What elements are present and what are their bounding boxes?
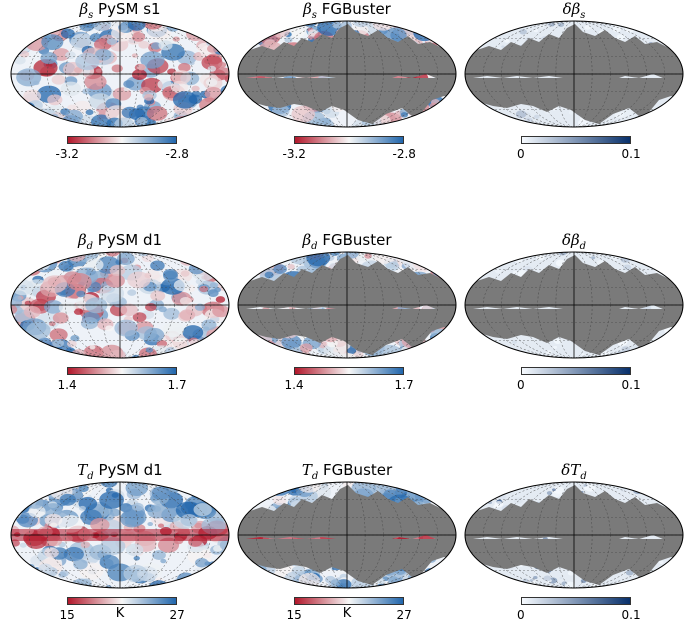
colorbar-min-label: 1.4 [284,378,304,392]
title-text: PySM d1 [93,461,163,479]
colorbar-max-label: 1.7 [394,378,414,392]
mollweide-map [237,251,457,359]
panel-title: Td PySM d1 [9,461,231,486]
title-symbol: β [79,0,89,18]
map-panel: βs PySM s1 -3.2 -2.8 [9,0,231,170]
colorbar-min-label: -3.2 [55,147,79,161]
title-subscript: s [311,10,317,21]
panel-title: δTd [463,461,685,486]
delta-symbol: δ [562,0,572,18]
title-symbol: β [77,231,87,249]
title-subscript: d [87,471,94,482]
title-subscript: s [88,10,94,21]
mollweide-map [10,481,230,589]
colorbar [294,597,404,605]
colorbar-min-label: 1.4 [57,378,77,392]
title-text: FGBuster [318,461,393,479]
title-text: FGBuster [317,231,392,249]
colorbar [294,136,404,144]
title-subscript: d [86,241,94,252]
colorbar [294,367,404,375]
colorbar-max-label: -2.8 [392,147,416,161]
colorbar [521,367,631,375]
map-panel: δβs 0 0.1 [463,0,685,170]
colorbar [521,136,631,144]
mollweide-map [10,20,230,128]
colorbar-max-label: 0.1 [621,608,641,622]
colorbar-min-label: 0 [517,608,525,622]
colorbar [67,597,177,605]
title-subscript: d [580,471,587,482]
panel-title: δβs [463,0,685,25]
colorbar-min-label: 0 [517,147,525,161]
map-panel: βd PySM d1 1.4 1.7 [9,231,231,401]
delta-symbol: δ [561,461,571,479]
colorbar-min-label: -3.2 [282,147,306,161]
mollweide-map [237,481,457,589]
panel-title: βs FGBuster [236,0,458,25]
panel-title: βd FGBuster [236,231,458,256]
title-text: PySM d1 [93,231,163,249]
title-subscript: d [311,471,319,482]
map-panel: δβd 0 0.1 [463,231,685,401]
map-panel: βd FGBuster 1.4 1.7 [236,231,458,401]
mollweide-map [464,481,684,589]
title-symbol: β [303,0,312,18]
colorbar [67,136,177,144]
panel-title: βs PySM s1 [9,0,231,25]
colorbar-max-label: 0.1 [621,147,641,161]
panel-title: δβd [463,231,685,256]
colorbar-max-label: -2.8 [165,147,189,161]
map-panel: δTd 0 0.1 [463,461,685,631]
title-symbol: β [302,231,312,249]
colorbar-unit: K [342,606,352,621]
mollweide-map [10,251,230,359]
delta-symbol: δ [561,231,571,249]
map-panel: Td FGBuster 15 27 K [236,461,458,631]
map-panel: βs FGBuster -3.2 -2.8 [236,0,458,170]
map-panel: Td PySM d1 15 27 K [9,461,231,631]
colorbar [67,367,177,375]
title-symbol: β [571,0,581,18]
mollweide-map [237,20,457,128]
title-subscript: d [579,241,587,252]
title-text: PySM s1 [93,0,161,18]
colorbar [521,597,631,605]
title-symbol: β [570,231,580,249]
title-symbol: T [301,461,312,479]
panel-title: βd PySM d1 [9,231,231,256]
title-symbol: T [77,461,88,479]
title-subscript: d [311,241,318,252]
panel-title: Td FGBuster [236,461,458,486]
title-text: FGBuster [316,0,391,18]
title-symbol: T [570,461,581,479]
colorbar-unit: K [115,606,125,621]
colorbar-max-label: 1.7 [167,378,187,392]
colorbar-min-label: 0 [517,378,525,392]
mollweide-map [464,251,684,359]
colorbar-max-label: 0.1 [621,378,641,392]
mollweide-map [464,20,684,128]
title-subscript: s [580,10,586,21]
